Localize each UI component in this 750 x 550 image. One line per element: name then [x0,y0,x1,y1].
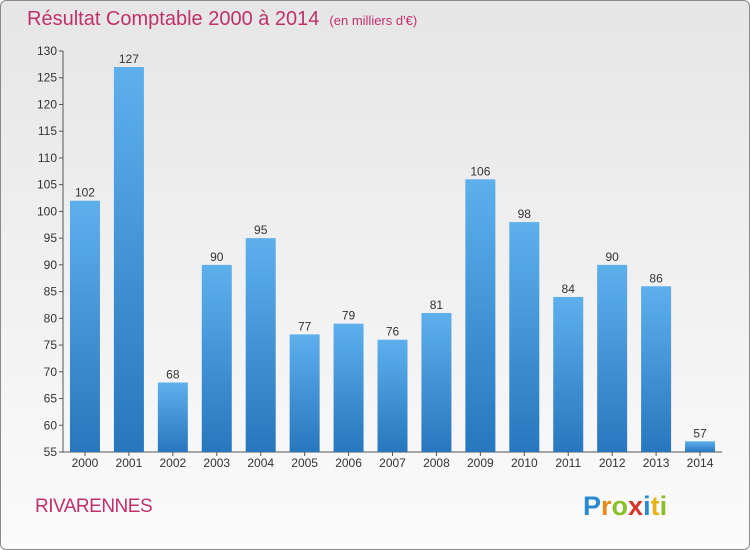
bars: 102 127 68 90 95 77 79 76 81 106 98 84 90 86 57 [69,52,716,452]
bar-value-label: 102 [75,186,95,200]
bar-value-label: 79 [342,309,356,323]
bar [509,222,540,452]
logo-letter: t [650,491,660,521]
x-tick-label: 2008 [423,456,450,470]
bar [641,286,672,452]
y-tick-label: 70 [44,365,58,379]
bar [69,200,100,452]
bar [685,441,716,452]
x-tick-label: 2012 [599,456,626,470]
logo-letter: x [628,491,644,521]
x-tick-label: 2013 [643,456,670,470]
logo-letter: P [583,491,602,521]
bar [289,334,320,452]
x-tick-label: 2009 [467,456,494,470]
x-tick-label: 2005 [291,456,318,470]
y-tick-label: 95 [44,231,58,245]
y-tick-label: 90 [44,258,58,272]
x-tick-label: 2010 [511,456,538,470]
bar-value-label: 84 [562,282,576,296]
bar [113,67,144,452]
bar-value-label: 77 [298,319,312,333]
bar [597,264,628,452]
y-tick-label: 80 [44,311,58,325]
chart-title: Résultat Comptable 2000 à 2014 (en millie… [27,8,417,31]
x-tick-label: 2002 [159,456,186,470]
x-tick-label: 2014 [687,456,714,470]
bar-value-label: 76 [386,325,400,339]
bar [245,238,276,452]
y-tick-label: 130 [37,44,57,58]
y-tick-label: 105 [37,178,57,192]
bar-value-label: 106 [470,164,490,178]
y-tick-label: 125 [37,71,57,85]
bar-value-label: 127 [119,52,139,66]
bar-value-label: 98 [518,207,532,221]
title-text: Résultat Comptable 2000 à 2014 [27,8,320,30]
x-tick-label: 2011 [555,456,581,470]
logo-letter: o [611,491,629,521]
bar [157,382,188,452]
x-tick-label: 2007 [379,456,406,470]
y-tick-label: 120 [37,97,57,111]
bar-value-label: 57 [693,426,707,440]
bar-value-label: 68 [166,367,180,381]
y-tick-label: 65 [44,392,58,406]
x-tick-label: 2003 [203,456,230,470]
logo-letter: i [659,491,668,521]
bar [421,312,452,452]
bar-value-label: 90 [605,250,619,264]
logo-letter: r [601,491,612,521]
bar [201,264,232,452]
y-tick-label: 60 [44,418,58,432]
bar [377,339,408,452]
commune-name: RIVARENNES [35,496,153,517]
y-tick-label: 110 [38,151,57,165]
bar-value-label: 90 [210,250,224,264]
y-tick-label: 75 [44,338,58,352]
y-tick-label: 85 [44,285,58,299]
logo-letter: i [643,491,651,521]
bar [333,323,364,452]
x-tick-label: 2000 [72,456,99,470]
proxiti-logo[interactable]: Proxiti [583,491,667,522]
bar [465,179,496,452]
bar-value-label: 95 [254,223,268,237]
title-unit: (en milliers d'€) [329,13,418,28]
bar [553,296,584,452]
y-tick-label: 115 [38,124,57,138]
y-tick-label: 100 [37,204,57,218]
bar-value-label: 86 [649,271,663,285]
y-tick-label: 55 [44,445,58,459]
bar-value-label: 81 [430,298,444,312]
x-tick-label: 2001 [116,456,143,470]
x-tick-label: 2006 [335,456,362,470]
x-tick-label: 2004 [247,456,274,470]
